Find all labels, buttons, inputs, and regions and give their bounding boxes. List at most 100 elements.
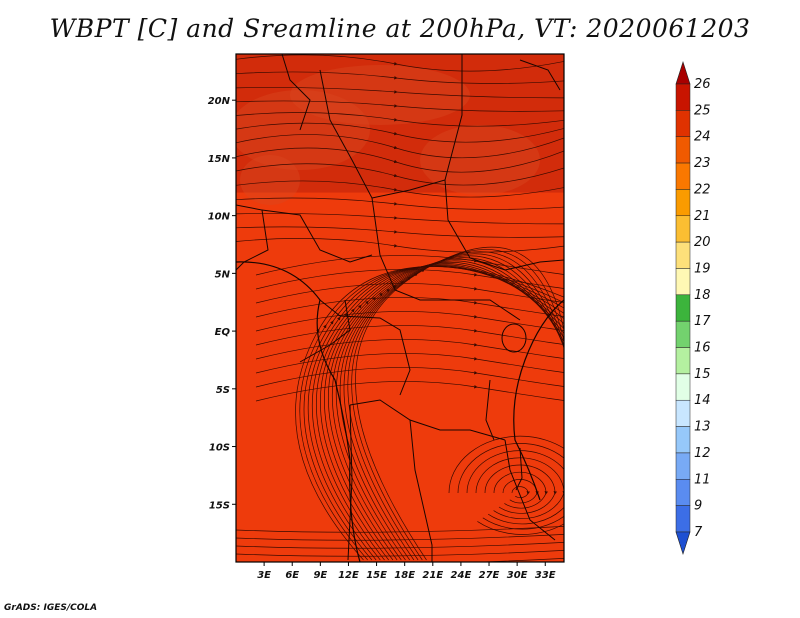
lat-tick-label: 20N bbox=[208, 96, 231, 107]
colorbar-label: 26 bbox=[694, 77, 711, 92]
streamline bbox=[236, 180, 564, 198]
border-line bbox=[347, 404, 353, 561]
lat-tick-label: 5S bbox=[216, 385, 230, 396]
lat-tick-label: 10S bbox=[209, 443, 230, 454]
lon-tick-label: 24E bbox=[451, 570, 472, 581]
colorbar-segment bbox=[675, 136, 691, 164]
streamline bbox=[484, 464, 558, 514]
streamline bbox=[475, 457, 564, 519]
colorbar-segment bbox=[675, 320, 691, 348]
border-line bbox=[319, 69, 381, 256]
colorbar-label: 19 bbox=[694, 261, 711, 276]
streamline bbox=[236, 542, 564, 549]
streamline bbox=[236, 87, 564, 99]
colorbar-segment bbox=[675, 399, 691, 427]
streamline bbox=[236, 226, 564, 238]
field-patch bbox=[420, 125, 540, 195]
lon-tick-label: 3E bbox=[257, 570, 271, 581]
streamline bbox=[236, 134, 564, 159]
colorbar-label: 13 bbox=[694, 420, 711, 435]
streamline bbox=[457, 443, 564, 530]
coastline bbox=[236, 261, 361, 562]
streamlines bbox=[236, 54, 564, 562]
coastline bbox=[513, 299, 564, 501]
lat-tick-label: EQ bbox=[215, 327, 231, 338]
colorbar-label: 23 bbox=[694, 156, 711, 171]
colorbar-label: 18 bbox=[694, 288, 711, 303]
streamline bbox=[493, 471, 549, 509]
footer-credit: GrADS: IGES/COLA bbox=[4, 603, 98, 613]
lon-tick-label: 33E bbox=[535, 570, 556, 581]
field-patch bbox=[236, 90, 370, 170]
lat-tick-label: 5N bbox=[215, 269, 231, 280]
field-patch bbox=[240, 155, 300, 205]
streamline bbox=[316, 264, 564, 561]
border-line bbox=[319, 299, 411, 396]
streamline bbox=[312, 265, 564, 561]
colorbar-label: 12 bbox=[694, 446, 711, 461]
colorbar-label: 21 bbox=[694, 209, 711, 224]
streamline bbox=[466, 450, 564, 525]
border-line bbox=[504, 439, 556, 541]
streamline bbox=[236, 534, 564, 541]
lon-tick-label: 18E bbox=[394, 570, 415, 581]
field-patch bbox=[290, 65, 470, 125]
streamline bbox=[255, 367, 564, 388]
colorbar-max-arrow bbox=[675, 61, 691, 85]
streamline bbox=[255, 381, 564, 402]
colorbar-segment bbox=[675, 162, 691, 190]
border-line bbox=[409, 419, 433, 562]
streamline bbox=[355, 246, 564, 561]
streamline bbox=[236, 550, 564, 557]
colorbar-label: 16 bbox=[694, 341, 711, 356]
border-line bbox=[261, 209, 373, 263]
streamline bbox=[236, 526, 564, 533]
lon-tick-label: 21E bbox=[422, 570, 443, 581]
country-borders bbox=[236, 54, 564, 562]
streamline bbox=[324, 261, 564, 561]
colorbar-min-arrow bbox=[675, 531, 691, 555]
streamline bbox=[236, 238, 564, 253]
colorbar-label: 7 bbox=[694, 525, 703, 540]
lat-tick-label: 15N bbox=[208, 154, 231, 165]
streamline bbox=[448, 435, 564, 535]
lon-tick-label: 12E bbox=[338, 570, 359, 581]
colorbar-label: 22 bbox=[694, 182, 711, 197]
lon-tick-label: 27E bbox=[479, 570, 500, 581]
streamline bbox=[236, 147, 564, 173]
streamline bbox=[236, 112, 564, 127]
streamline bbox=[347, 251, 564, 561]
streamline bbox=[320, 263, 564, 561]
streamline bbox=[343, 253, 564, 561]
lon-tick-label: 30E bbox=[507, 570, 528, 581]
lake-malawi bbox=[515, 447, 523, 491]
border-line bbox=[281, 54, 311, 131]
longitude-axis: 3E 6E 9E 12E 15E 18E 21E 24E 27E 30E 33E bbox=[257, 562, 556, 581]
colorbar-segment bbox=[675, 215, 691, 243]
streamline bbox=[236, 558, 564, 562]
streamline bbox=[339, 255, 564, 561]
colorbar-label: 15 bbox=[694, 367, 711, 382]
streamline bbox=[327, 260, 564, 561]
colorbar-label: 24 bbox=[694, 130, 711, 145]
colorbar-segment bbox=[675, 452, 691, 480]
colorbar-label: 9 bbox=[694, 499, 702, 514]
colorbar-label: 17 bbox=[694, 314, 711, 329]
colorbar-label: 14 bbox=[694, 393, 711, 408]
streamline bbox=[255, 311, 564, 332]
border-line bbox=[379, 254, 521, 321]
lon-tick-label: 9E bbox=[313, 570, 327, 581]
streamline bbox=[255, 269, 564, 290]
colorbar-label: 25 bbox=[694, 103, 711, 118]
lake-victoria bbox=[501, 323, 527, 353]
lon-tick-label: 6E bbox=[285, 570, 299, 581]
border-line bbox=[236, 204, 269, 271]
colorbar-segment bbox=[675, 189, 691, 217]
map-frame bbox=[235, 53, 565, 563]
lat-tick-label: 15S bbox=[209, 500, 230, 511]
border-line bbox=[299, 299, 351, 363]
colorbar-segment bbox=[675, 83, 691, 111]
lon-tick-label: 15E bbox=[366, 570, 387, 581]
border-line bbox=[349, 399, 506, 441]
